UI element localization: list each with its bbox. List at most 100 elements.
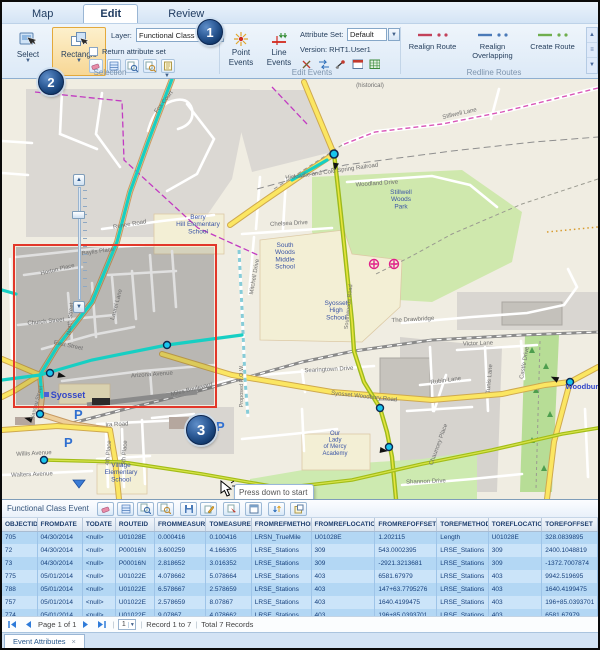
zoom-to-record-button[interactable] xyxy=(137,501,154,516)
gallery-expand-icon[interactable]: ≡ xyxy=(587,43,597,58)
record-range-label: Record 1 to 7 xyxy=(146,620,192,629)
open-window-button[interactable] xyxy=(290,501,307,516)
column-header-fromrefmethod[interactable]: FROMREFMETHOD xyxy=(251,518,312,532)
zoom-to-selection-button[interactable] xyxy=(125,59,139,73)
map-zoom-slider[interactable]: ▲ ▼ xyxy=(71,174,87,314)
table-cell: <null> xyxy=(82,557,116,570)
column-header-fromrefoffset[interactable]: FROMREFOFFSET xyxy=(374,518,438,532)
last-page-button[interactable] xyxy=(96,619,108,630)
attribute-set-dropdown-button[interactable]: ▼ xyxy=(388,28,400,41)
table-row[interactable]: 72 04/30/2014 <null> P00016N 3.600259 4.16630… xyxy=(2,544,598,557)
zoom-slider-track[interactable] xyxy=(78,187,81,300)
table-cell: U01028E xyxy=(115,531,155,544)
school-grounds xyxy=(58,213,403,495)
callout-1: 1 xyxy=(197,19,223,45)
select-button[interactable]: Select ▼ xyxy=(7,27,49,76)
pan-to-selection-button[interactable] xyxy=(143,59,157,73)
line-events-button[interactable]: Line Events xyxy=(261,27,297,76)
route-vertex[interactable] xyxy=(45,368,55,378)
table-row[interactable]: 73 04/30/2014 <null> P00016N 2.818652 3.01635… xyxy=(2,557,598,570)
layer-combo-value: Functional Class Event xyxy=(139,30,211,40)
panel-header: Functional Class Event xyxy=(2,500,598,518)
page-number-select[interactable]: 1 ▼ xyxy=(118,619,137,630)
column-header-tomeasure[interactable]: TOMEASURE xyxy=(205,518,252,532)
route-vertex[interactable] xyxy=(329,149,339,159)
return-attribute-set-checkbox[interactable] xyxy=(89,47,98,56)
chevron-down-icon[interactable]: ▼ xyxy=(164,73,170,79)
column-header-toreflocation[interactable]: TOREFLOCATION xyxy=(488,518,543,532)
route-vertex[interactable] xyxy=(375,403,385,413)
route-vertex[interactable] xyxy=(565,377,575,387)
attribute-set-combo[interactable]: Default xyxy=(347,28,387,41)
gallery-scrollbar[interactable]: ▲ ≡ ▼ xyxy=(586,27,598,74)
realign-route-button[interactable]: Realign Route xyxy=(404,28,461,73)
table-cell: U01022E xyxy=(115,570,155,583)
tab-review[interactable]: Review xyxy=(168,8,205,20)
map-label: Our Lady of Mercy Academy xyxy=(322,431,347,457)
table-row[interactable]: 775 05/01/2014 <null> U01022E 4.078662 5.0786… xyxy=(2,570,598,583)
table-cell: 309 xyxy=(311,557,376,570)
event-table-button[interactable] xyxy=(368,58,381,71)
scroll-down-icon[interactable]: ▼ xyxy=(589,62,595,68)
next-page-button[interactable] xyxy=(80,619,92,630)
route-vertex[interactable] xyxy=(35,409,45,419)
tab-event-attributes[interactable]: Event Attributes × xyxy=(4,634,85,648)
zoom-in-button[interactable]: ▲ xyxy=(73,174,85,186)
zoom-slider-handle[interactable] xyxy=(72,211,85,219)
table-row[interactable]: 774 05/01/2014 <null> U01022E 9.07867 4.07866… xyxy=(2,609,598,616)
switch-table-button[interactable] xyxy=(117,501,134,516)
column-header-fromdate[interactable]: FROMDATE xyxy=(37,518,83,532)
map-label: Rubin Lane xyxy=(430,376,462,386)
pencil-icon xyxy=(204,505,214,513)
edit-record-button[interactable] xyxy=(200,501,217,516)
column-header-todate[interactable]: TODATE xyxy=(82,518,116,532)
point-events-icon xyxy=(234,32,248,46)
column-header-fromreflocation[interactable]: FROMREFLOCATION xyxy=(311,518,376,532)
attributes-window-button[interactable] xyxy=(245,501,262,516)
route-vertex[interactable] xyxy=(384,442,394,452)
route-vertex[interactable] xyxy=(39,455,49,465)
zoom-out-button[interactable]: ▼ xyxy=(73,301,85,313)
column-header-routeid[interactable]: ROUTEID xyxy=(115,518,155,532)
table-scroll-area[interactable]: OBJECTID FROMDATE TODATE ROUTEID FROMMEASURE… xyxy=(2,518,598,616)
create-route-button[interactable]: Create Route xyxy=(524,28,581,73)
select-tools-button[interactable] xyxy=(161,59,175,73)
clear-selection-button[interactable] xyxy=(89,59,103,73)
red-arrow-icon xyxy=(227,504,236,514)
tab-map[interactable]: Map xyxy=(32,8,54,20)
sort-button[interactable] xyxy=(268,501,285,516)
selection-list-button[interactable] xyxy=(107,59,121,73)
prev-page-button[interactable] xyxy=(22,619,34,630)
event-window-button[interactable] xyxy=(351,58,364,71)
table-cell: 05/01/2014 xyxy=(37,609,83,616)
tab-edit[interactable]: Edit xyxy=(83,4,139,23)
save-button[interactable] xyxy=(180,501,197,516)
table-row[interactable]: 788 05/01/2014 <null> U01022E 6.578667 2.5786… xyxy=(2,583,598,596)
column-header-frommeasure[interactable]: FROMMEASURE xyxy=(154,518,207,532)
table-row[interactable]: 757 05/01/2014 <null> U01022E 2.578659 8.0786… xyxy=(2,596,598,609)
column-header-torefoffset[interactable]: TOREFOFFSET xyxy=(541,518,598,532)
export-button[interactable] xyxy=(223,501,240,516)
route-vertex[interactable] xyxy=(162,340,172,350)
scroll-up-icon[interactable]: ▲ xyxy=(587,28,597,43)
merge-events-button[interactable] xyxy=(317,58,330,71)
close-icon[interactable]: × xyxy=(71,637,76,646)
table-row[interactable]: 705 04/30/2014 <null> U01028E 0.000416 0.1004… xyxy=(2,531,598,544)
column-header-torefmethod[interactable]: TOREFMETHOD xyxy=(436,518,489,532)
route-teal-jackson[interactable] xyxy=(38,79,174,377)
table-cell: <null> xyxy=(82,544,116,557)
clear-selection-button[interactable] xyxy=(97,501,114,516)
set-from-measure-button[interactable] xyxy=(334,58,347,71)
column-header-objectid[interactable]: OBJECTID xyxy=(2,518,38,532)
point-events-button[interactable]: Point Events xyxy=(223,27,259,76)
realign-overlapping-button[interactable]: Realign Overlapping xyxy=(464,28,521,73)
route-teal-east[interactable] xyxy=(38,333,244,377)
table-cell: LRSE_Stations xyxy=(251,609,312,616)
split-event-button[interactable] xyxy=(300,58,313,71)
pan-to-record-button[interactable] xyxy=(157,501,174,516)
first-page-button[interactable] xyxy=(6,619,18,630)
map-canvas[interactable]: PPP xyxy=(2,79,598,499)
map-label: North Street xyxy=(67,302,76,335)
selection-rectangle[interactable] xyxy=(13,244,217,408)
